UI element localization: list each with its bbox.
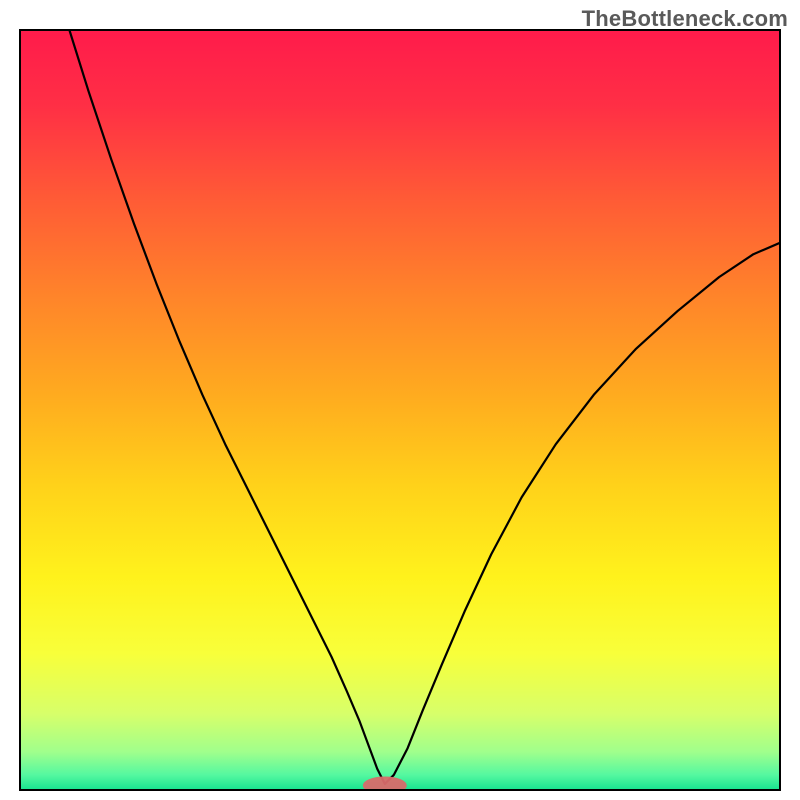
minimum-marker	[363, 776, 407, 794]
plot-background	[20, 30, 780, 790]
chart-container: TheBottleneck.com	[0, 0, 800, 800]
chart-svg	[0, 0, 800, 800]
